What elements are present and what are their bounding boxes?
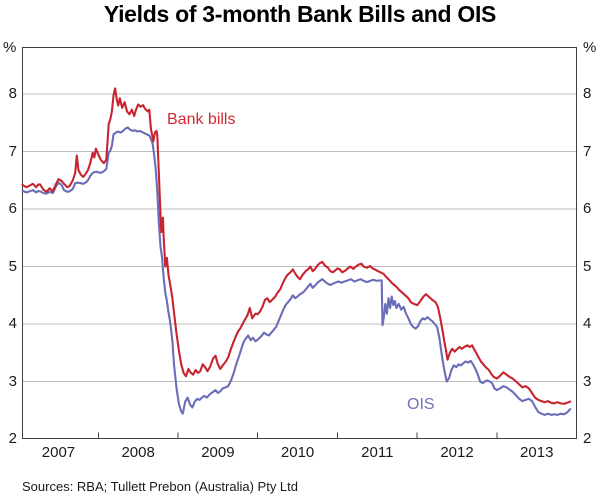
y-axis-tick-label-left: 8 (8, 85, 17, 103)
y-axis-tick-label-right: 6 (583, 200, 592, 218)
y-axis-tick-label-right: 7 (583, 142, 592, 160)
y-axis-tick-label-right: 5 (583, 257, 592, 275)
y-axis-tick-label-left: 5 (8, 257, 17, 275)
x-axis-year-label: 2007 (41, 444, 76, 461)
y-axis-tick-label-right: 2 (583, 430, 592, 447)
y-axis-tick-label-right: 8 (583, 85, 592, 103)
bank-bills-series-label: Bank bills (167, 111, 236, 128)
chart-title: Yields of 3-month Bank Bills and OIS (103, 1, 497, 27)
y-axis-tick-label-left: 3 (8, 372, 17, 390)
x-axis-year-label: 2009 (201, 444, 235, 461)
x-axis-year-label: 2011 (361, 444, 394, 461)
y-axis-unit-left: % (3, 39, 17, 56)
x-axis-year-label: 2013 (520, 444, 554, 461)
x-axis-year-label: 2008 (121, 444, 155, 461)
y-axis-tick-label-left: 7 (8, 142, 17, 160)
y-axis-tick-label-left: 6 (8, 200, 17, 218)
source-note: Sources: RBA; Tullett Prebon (Australia)… (22, 479, 299, 494)
y-axis-tick-label-right: 4 (583, 315, 592, 333)
x-axis-year-label: 2010 (280, 444, 315, 461)
ois-series-label: OIS (407, 396, 435, 413)
x-axis-year-label: 2012 (440, 444, 474, 461)
plot-area (22, 47, 577, 439)
y-axis-tick-label-right: 3 (583, 372, 592, 390)
y-axis-unit-right: % (583, 39, 597, 56)
y-axis-tick-label-left: 4 (8, 315, 17, 333)
y-axis-tick-label-left: 2 (8, 430, 17, 447)
